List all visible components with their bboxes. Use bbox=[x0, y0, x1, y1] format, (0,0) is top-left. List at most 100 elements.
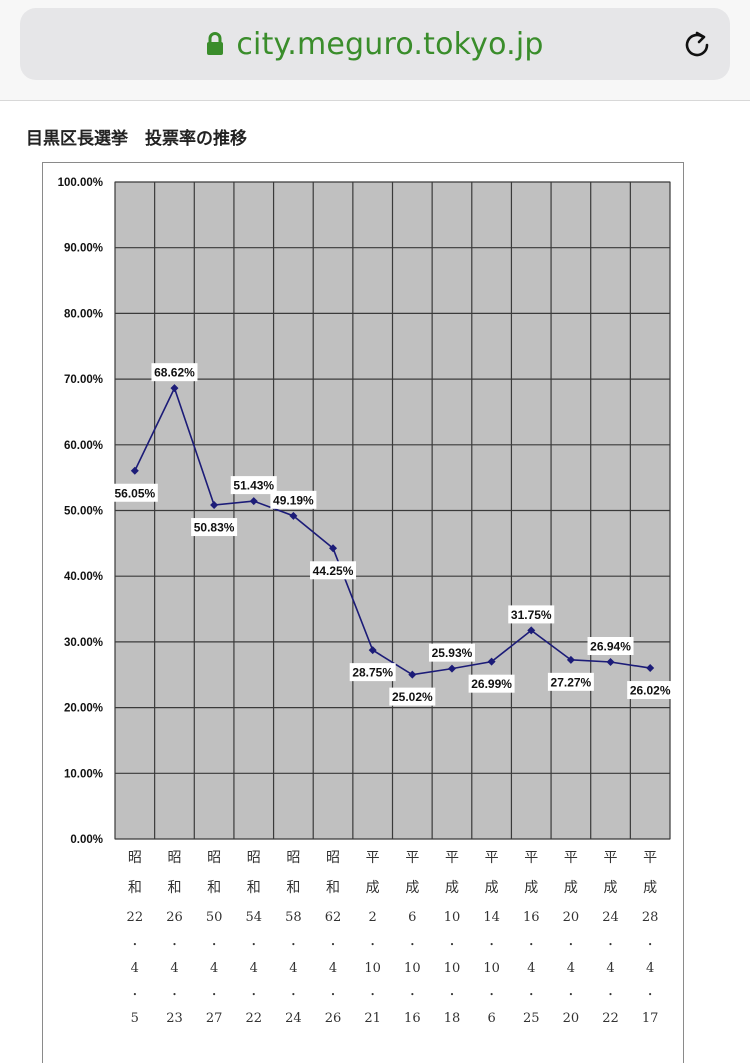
x-tick-label-d2: ・ bbox=[249, 990, 259, 1001]
data-point bbox=[566, 655, 575, 664]
x-tick-label-era2: 和 bbox=[207, 880, 221, 896]
data-point bbox=[408, 670, 417, 679]
data-label-box bbox=[349, 663, 396, 682]
data-label: 31.75% bbox=[508, 605, 555, 624]
data-label-box bbox=[230, 476, 277, 495]
x-tick-label-era2: 和 bbox=[326, 880, 340, 896]
data-label-text: 56.05% bbox=[114, 486, 155, 500]
x-tick-label-era: 昭 bbox=[286, 850, 300, 866]
data-label-box bbox=[587, 637, 634, 656]
x-tick-label-d2: ・ bbox=[130, 990, 140, 1001]
data-label-text: 25.93% bbox=[432, 646, 473, 660]
data-label-box bbox=[270, 490, 317, 509]
x-tick-label-era: 平 bbox=[604, 850, 618, 866]
y-tick-label: 30.00% bbox=[64, 637, 103, 649]
x-tick-label-year: 10 bbox=[444, 910, 461, 925]
x-tick-label-era2: 成 bbox=[405, 880, 419, 896]
x-tick-label-month: 4 bbox=[210, 961, 218, 976]
data-label: 27.27% bbox=[547, 672, 594, 691]
data-label-box bbox=[151, 363, 198, 382]
data-point bbox=[646, 664, 655, 673]
data-label: 28.75% bbox=[349, 663, 396, 682]
x-tick-label-era2: 和 bbox=[167, 880, 181, 896]
y-tick-label: 70.00% bbox=[64, 374, 103, 386]
data-label-text: 28.75% bbox=[352, 666, 393, 680]
x-tick-label-day: 24 bbox=[285, 1011, 302, 1026]
x-tick-label-d2: ・ bbox=[407, 990, 417, 1001]
x-tick-label-d1: ・ bbox=[249, 940, 259, 951]
x-tick-label-d2: ・ bbox=[328, 990, 338, 1001]
x-tick-label-year: 62 bbox=[325, 910, 342, 925]
data-point bbox=[210, 501, 219, 510]
x-tick-label-d2: ・ bbox=[606, 990, 616, 1001]
data-label-text: 68.62% bbox=[154, 366, 195, 380]
data-label: 56.05% bbox=[111, 483, 158, 502]
data-label-text: 27.27% bbox=[551, 675, 592, 689]
x-tick-label-era2: 成 bbox=[564, 880, 578, 896]
data-label-box bbox=[111, 483, 158, 502]
data-point bbox=[249, 497, 258, 506]
x-tick-label-year: 58 bbox=[285, 910, 302, 925]
lock-icon bbox=[207, 32, 224, 55]
x-tick-label-year: 22 bbox=[127, 910, 144, 925]
x-tick-label-month: 4 bbox=[606, 961, 614, 976]
data-label-text: 50.83% bbox=[194, 521, 235, 535]
data-label-box bbox=[310, 561, 357, 580]
x-tick-label-d1: ・ bbox=[209, 940, 219, 951]
y-tick-label: 100.00% bbox=[58, 177, 103, 189]
x-tick-label-era2: 成 bbox=[366, 880, 380, 896]
x-tick-label-year: 54 bbox=[245, 910, 262, 925]
reload-icon[interactable] bbox=[680, 28, 714, 62]
data-label-box bbox=[468, 674, 515, 693]
data-label-box bbox=[389, 687, 436, 706]
x-tick-label-d1: ・ bbox=[407, 940, 417, 951]
data-label-text: 26.99% bbox=[471, 677, 512, 691]
x-tick-label-month: 10 bbox=[364, 961, 381, 976]
x-tick-label-d1: ・ bbox=[447, 940, 457, 951]
data-label: 26.02% bbox=[627, 681, 674, 700]
x-tick-label-d2: ・ bbox=[526, 990, 536, 1001]
data-label-text: 51.43% bbox=[233, 479, 274, 493]
x-tick-label-day: 17 bbox=[642, 1011, 659, 1026]
x-tick-label-d2: ・ bbox=[645, 990, 655, 1001]
x-tick-label-era: 平 bbox=[524, 850, 538, 866]
x-tick-label-era2: 和 bbox=[247, 880, 261, 896]
y-tick-label: 20.00% bbox=[64, 703, 103, 715]
x-tick-label-era2: 和 bbox=[128, 880, 142, 896]
x-tick-label-year: 6 bbox=[408, 910, 416, 925]
x-tick-label-d1: ・ bbox=[526, 940, 536, 951]
y-tick-label: 80.00% bbox=[64, 308, 103, 320]
y-tick-label: 40.00% bbox=[64, 571, 103, 583]
x-tick-label-d1: ・ bbox=[368, 940, 378, 951]
x-tick-label-year: 16 bbox=[523, 910, 540, 925]
x-tick-label-month: 4 bbox=[646, 961, 654, 976]
x-tick-label-day: 27 bbox=[206, 1011, 223, 1026]
data-label-box bbox=[428, 643, 475, 662]
x-tick-label-era: 昭 bbox=[167, 850, 181, 866]
x-tick-label-d2: ・ bbox=[487, 990, 497, 1001]
browser-toolbar: city.meguro.tokyo.jp bbox=[0, 0, 750, 101]
series-line bbox=[134, 386, 651, 676]
x-tick-label-d1: ・ bbox=[566, 940, 576, 951]
x-tick-label-year: 20 bbox=[563, 910, 580, 925]
data-point bbox=[170, 384, 179, 393]
data-label: 26.94% bbox=[587, 637, 634, 656]
x-tick-label-month: 10 bbox=[483, 961, 500, 976]
x-tick-label-era: 昭 bbox=[326, 850, 340, 866]
data-label: 25.93% bbox=[428, 643, 475, 662]
data-point bbox=[447, 664, 456, 673]
address-bar[interactable]: city.meguro.tokyo.jp bbox=[20, 8, 730, 80]
data-label-box bbox=[547, 672, 594, 691]
data-label: 50.83% bbox=[191, 518, 238, 537]
x-tick-label-d2: ・ bbox=[368, 990, 378, 1001]
x-tick-label-year: 50 bbox=[206, 910, 223, 925]
data-point bbox=[329, 544, 338, 553]
data-point bbox=[487, 657, 496, 666]
x-tick-label-era: 平 bbox=[485, 850, 499, 866]
y-tick-label: 10.00% bbox=[64, 768, 103, 780]
x-tick-label-year: 26 bbox=[166, 910, 183, 925]
y-tick-label: 0.00% bbox=[70, 834, 103, 846]
x-tick-label-era: 昭 bbox=[207, 850, 221, 866]
data-label: 44.25% bbox=[310, 561, 357, 580]
data-label-text: 26.02% bbox=[630, 684, 671, 698]
